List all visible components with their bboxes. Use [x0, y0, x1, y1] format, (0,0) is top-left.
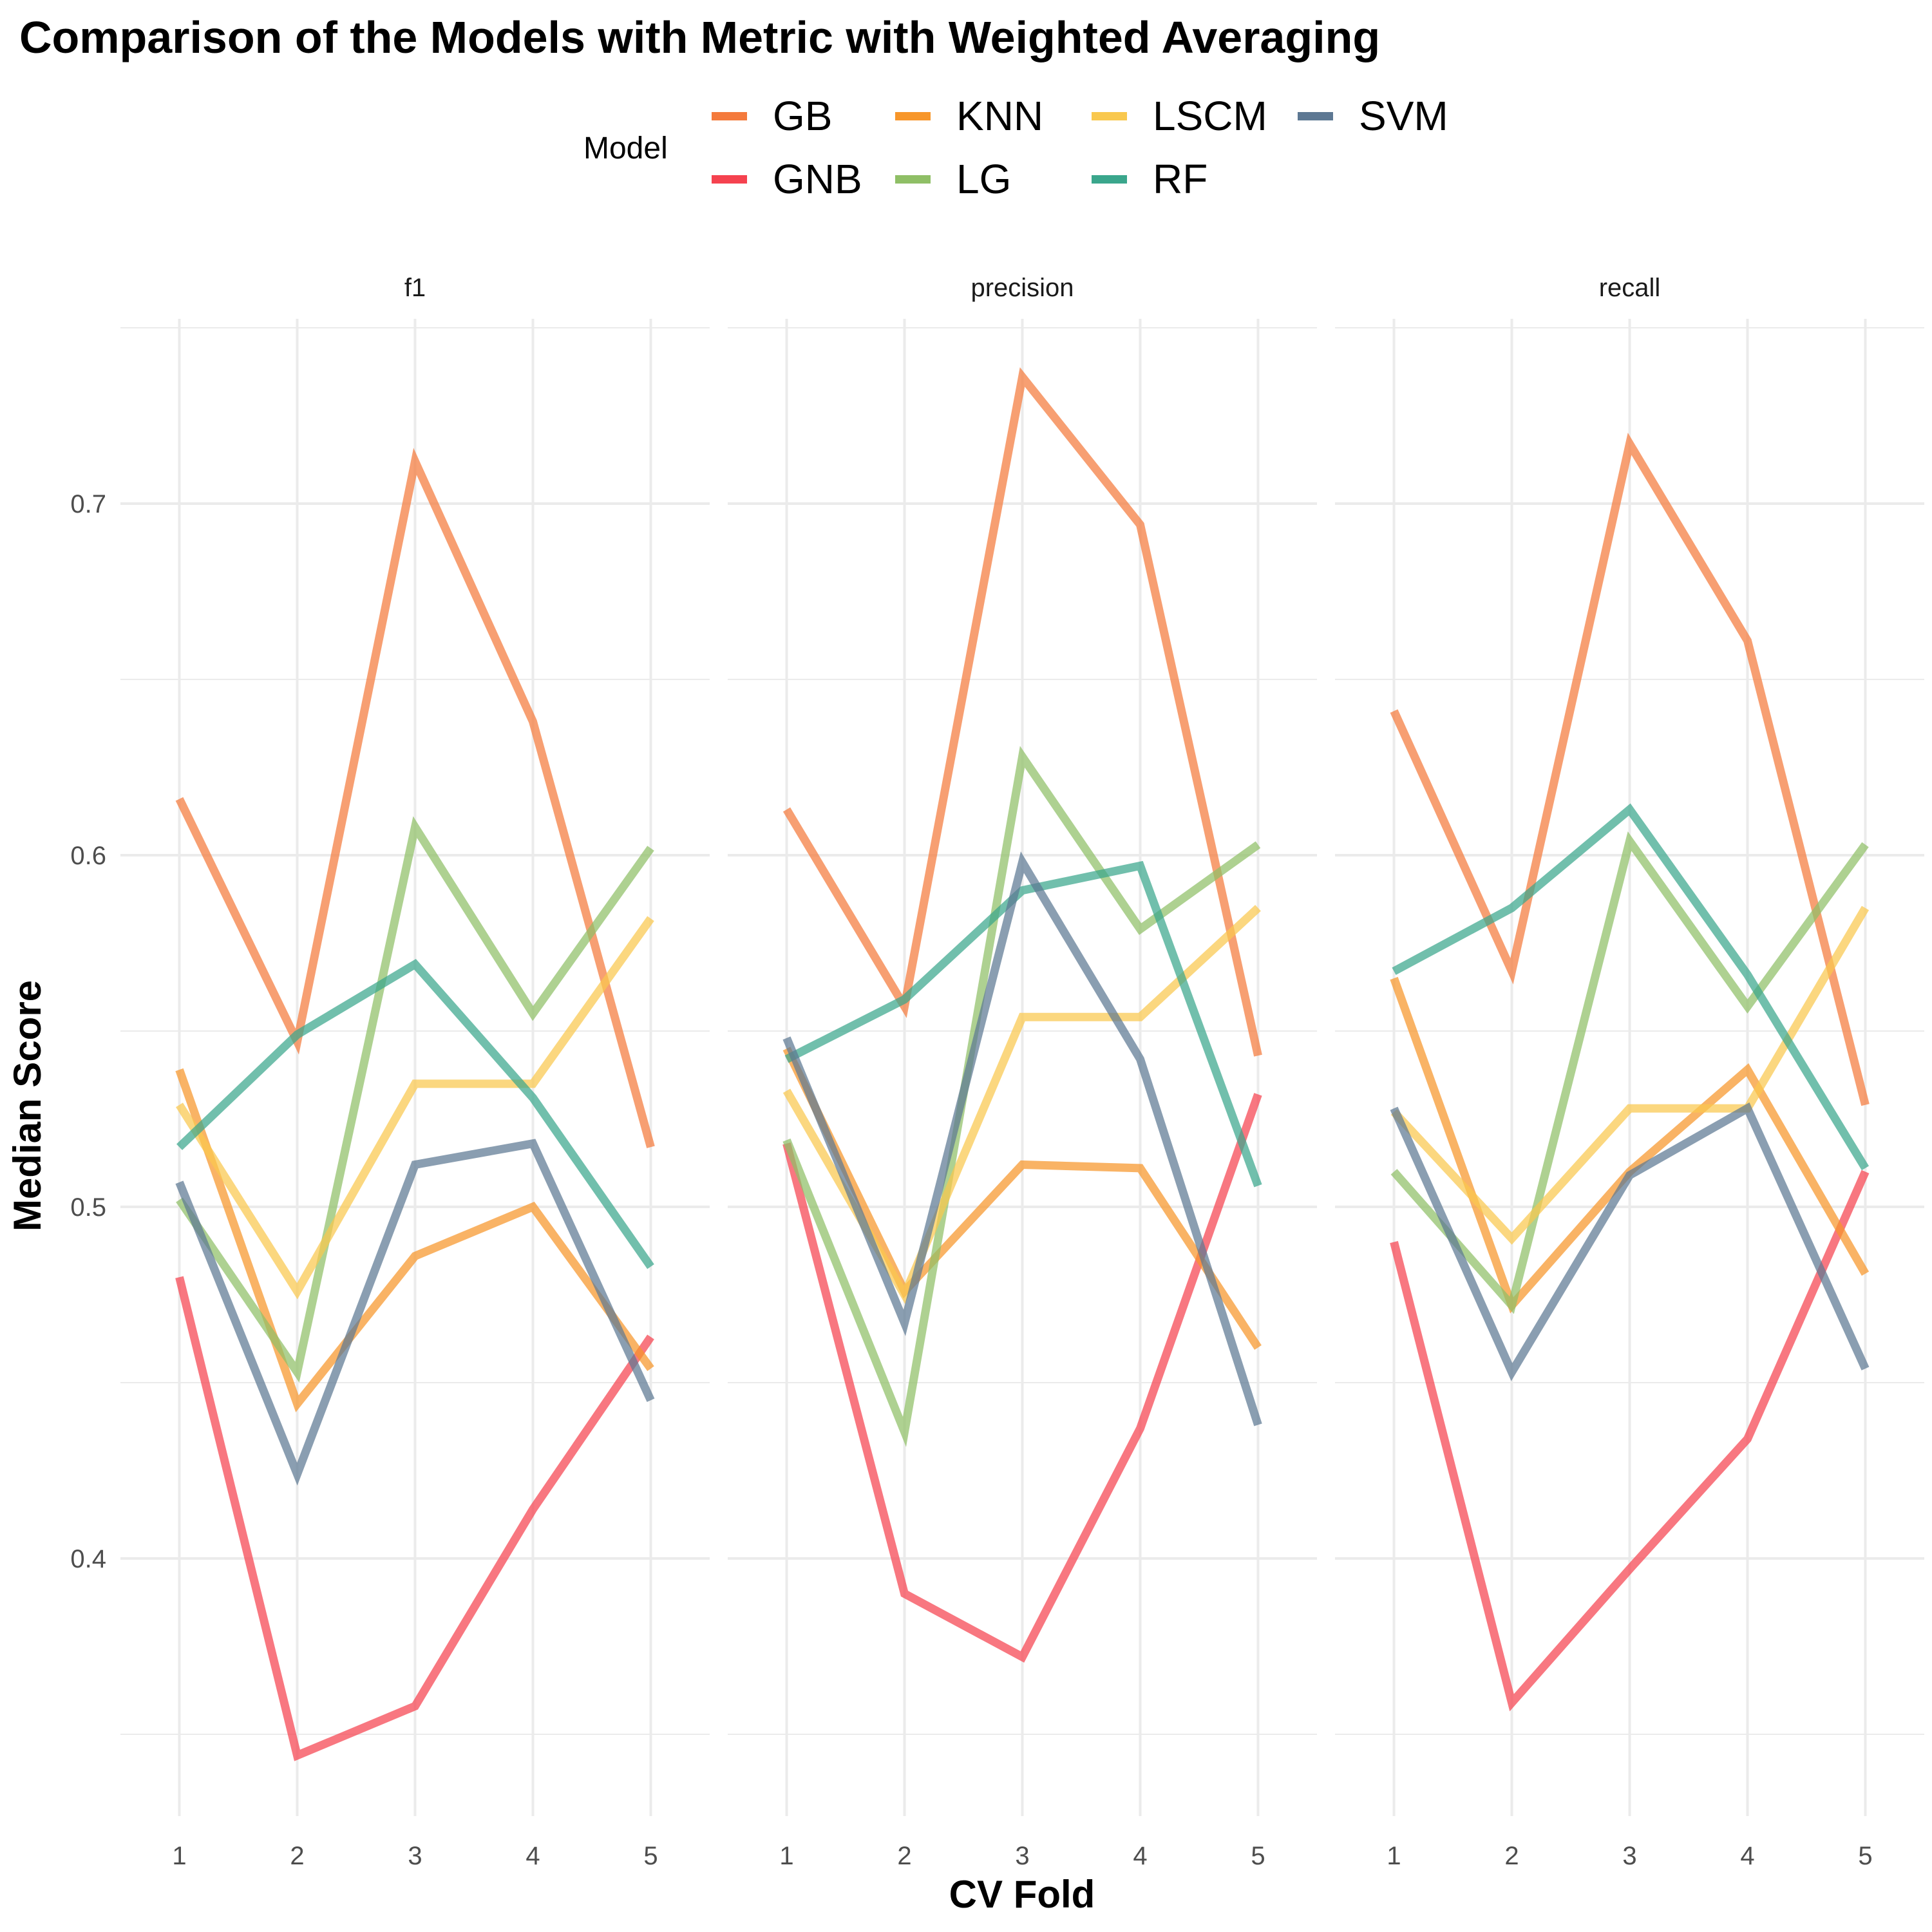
x-tick-label: 3 — [1622, 1842, 1636, 1870]
legend-item-rf: RF — [1092, 156, 1208, 202]
x-tick-label: 1 — [779, 1842, 793, 1870]
legend-key-lg — [895, 175, 931, 184]
series-line-knn — [782, 1046, 1262, 1350]
y-tick-label: 0.6 — [70, 842, 106, 870]
x-tick-label: 5 — [1251, 1842, 1265, 1870]
panels: f1 1 2 3 4 5 precision 1 2 3 4 5 recall 1 2 3 4 5 0.4 0.5 0.… — [70, 274, 1924, 1870]
panel-strip-label: f1 — [404, 274, 426, 302]
x-tick-label: 4 — [1133, 1842, 1147, 1870]
y-tick-label: 0.4 — [70, 1545, 106, 1573]
legend-title: Model — [583, 131, 668, 166]
legend-key-lscm — [1092, 112, 1127, 120]
series-line-lg — [782, 746, 1261, 1447]
panel-recall: recall 1 2 3 4 5 — [1335, 274, 1924, 1870]
legend-item-lscm: LSCM — [1092, 93, 1267, 139]
legend-item-lg: LG — [895, 156, 1011, 202]
x-tick-label: 5 — [643, 1842, 658, 1870]
series-line-rf — [1392, 803, 1870, 1171]
chart-title: Comparison of the Models with Metric wit… — [19, 12, 1380, 62]
panel-f1: f1 1 2 3 4 5 — [120, 274, 710, 1870]
y-tick-label: 0.7 — [70, 490, 106, 518]
x-tick-label: 4 — [526, 1842, 540, 1870]
legend-key-knn — [895, 112, 931, 120]
legend-label-lg: LG — [956, 156, 1011, 202]
y-tick-label: 0.5 — [70, 1193, 106, 1222]
legend-label-knn: KNN — [956, 93, 1043, 139]
legend-item-gb: GB — [712, 93, 832, 139]
y-axis-title: Median Score — [6, 980, 49, 1231]
series-line-lg — [176, 816, 654, 1383]
series-line-gb — [782, 367, 1262, 1057]
legend: Model GB GNB KNN LG LSCM RF SVM — [583, 93, 1448, 202]
series-line-lscm — [176, 916, 654, 1300]
series-line-lg — [1390, 831, 1869, 1314]
legend-label-rf: RF — [1153, 156, 1208, 202]
legend-label-lscm: LSCM — [1153, 93, 1267, 139]
x-tick-label: 3 — [408, 1842, 422, 1870]
panel-strip-label: recall — [1599, 274, 1661, 302]
x-tick-label: 2 — [897, 1842, 911, 1870]
legend-item-knn: KNN — [895, 93, 1043, 139]
legend-label-svm: SVM — [1359, 93, 1448, 139]
x-tick-label: 2 — [290, 1842, 304, 1870]
series-line-gb — [1390, 432, 1870, 1106]
legend-item-gnb: GNB — [712, 156, 862, 202]
legend-key-svm — [1298, 112, 1333, 120]
series-line-rf — [176, 958, 654, 1269]
x-tick-label: 2 — [1504, 1842, 1519, 1870]
x-tick-label: 1 — [1387, 1842, 1401, 1870]
panel-precision: precision 1 2 3 4 5 — [728, 274, 1317, 1870]
legend-label-gnb: GNB — [773, 156, 862, 202]
x-tick-label: 5 — [1858, 1842, 1872, 1870]
x-tick-label: 1 — [172, 1842, 186, 1870]
series-line-knn — [175, 1068, 654, 1413]
series-line-gnb — [1390, 1170, 1870, 1712]
legend-key-rf — [1092, 175, 1127, 184]
series-line-gnb — [175, 1276, 654, 1761]
series-line-svm — [175, 1139, 655, 1486]
series-line-rf — [784, 860, 1262, 1188]
series-line-gb — [175, 448, 655, 1148]
legend-key-gb — [712, 112, 747, 120]
series-line-svm — [1390, 1102, 1870, 1381]
series-line-svm — [782, 851, 1262, 1426]
x-axis-title: CV Fold — [949, 1873, 1095, 1916]
x-tick-label: 3 — [1015, 1842, 1029, 1870]
legend-key-gnb — [712, 175, 747, 184]
panel-strip-label: precision — [971, 274, 1074, 302]
series-line-gnb — [782, 1093, 1262, 1663]
legend-label-gb: GB — [773, 93, 832, 139]
x-tick-label: 4 — [1740, 1842, 1754, 1870]
legend-item-svm: SVM — [1298, 93, 1448, 139]
